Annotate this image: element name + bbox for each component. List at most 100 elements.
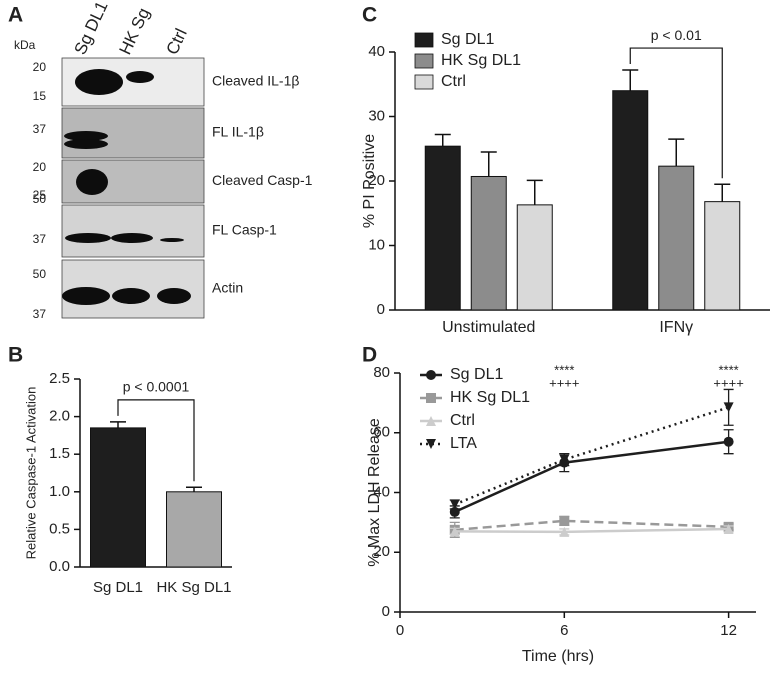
band [157,288,191,304]
point [449,499,460,510]
error-bar [480,151,497,177]
error-bar [110,421,126,428]
line [454,406,729,506]
point [723,436,734,447]
marker-label: 25 [33,188,47,202]
y-tick-label: 0.5 [49,520,70,537]
y-tick-label: 2.5 [49,370,70,387]
y-tick-label: 20 [368,172,385,189]
x-tick-label-box: Sg DL1 [92,579,144,596]
x-tick-label: 0 [396,622,404,639]
y-tick-label: 10 [368,236,385,253]
point [559,515,570,526]
row-label: FL Casp-1 [212,222,277,238]
band [64,131,108,141]
error-bar [622,69,639,91]
y-tick-label: 2.0 [49,408,70,425]
bar [470,175,507,311]
marker-label: 50 [33,192,47,206]
band [126,71,154,83]
marker-label: 37 [33,307,47,321]
legend-label: Sg DL1 [441,31,494,48]
y-tick-label: 1.5 [49,445,70,462]
y-tick-label: 80 [373,364,390,381]
annotation: **** [554,362,574,377]
y-tick-label: 60 [373,424,390,441]
annotation: p < 0.0001 [123,379,190,395]
lane-label: Sg DL1 [70,0,111,58]
y-tick-label: 0.0 [49,558,70,575]
x-tick-label: IFNγ [659,319,693,336]
band [62,287,110,305]
x-tick-label: Unstimulated [442,319,535,336]
y-axis-label: % PI Positive [361,134,378,228]
blot-strip [61,204,205,258]
band [64,139,108,149]
error-bar [526,179,543,205]
error-bar [434,133,451,147]
lane-label: HK Sg [115,5,153,58]
y-tick-label: 20 [373,543,390,560]
x-tick-label: Sg DL1 [92,579,144,596]
x-tick-label: 6 [560,622,568,639]
y-tick-label: 30 [368,107,385,124]
x-tick-label: HK Sg DL1 [156,579,232,596]
x-tick-label: 12 [720,622,737,639]
point [449,526,460,537]
row-label: Cleaved IL-1β [212,73,299,89]
legend-marker [426,393,436,403]
band [112,288,150,304]
y-tick-label: 40 [368,43,385,60]
bar [612,90,649,311]
bar [658,165,695,311]
band [160,238,184,242]
x-axis-label: Time (hrs) [522,648,594,665]
legend-marker [426,370,436,380]
marker-label: 37 [33,122,47,136]
error-bar [668,138,685,167]
annotation: **** [718,362,738,377]
panel-label: D [362,344,377,367]
bracket [117,399,195,482]
unit-label: kDa [14,38,36,52]
error-bar [186,486,202,492]
band [65,233,111,243]
legend-swatch [414,53,434,69]
marker-label: 20 [33,160,47,174]
blot-strip [61,159,205,204]
x-tick-label-box: HK Sg DL1 [156,579,232,596]
bar [90,427,146,568]
line [454,519,729,532]
legend-label: HK Sg DL1 [441,52,521,69]
y-axis-label: Relative Caspase-1 Activation [23,387,38,560]
bracket [629,47,723,179]
marker-label: 37 [33,232,47,246]
legend-label: Ctrl [441,73,466,90]
legend-label: Sg DL1 [450,366,503,383]
bar [516,204,553,311]
y-tick-label: 0 [382,603,390,620]
y-tick-label: 1.0 [49,483,70,500]
legend-swatch [414,32,434,48]
error-bar [714,183,731,202]
legend-label: LTA [450,435,477,452]
annotation: ++++ [713,375,743,390]
y-tick-label: 0 [377,301,385,318]
legend-swatch [414,74,434,90]
band [75,69,123,95]
row-label: FL IL-1β [212,124,264,140]
annotation: p < 0.01 [651,27,702,43]
row-label: Actin [212,280,243,296]
y-tick-label: 40 [373,483,390,500]
bar [704,201,741,311]
band [76,169,108,195]
line [454,440,729,514]
panel-label: A [8,4,23,27]
point [559,526,570,537]
marker-label: 50 [33,267,47,281]
point [723,402,734,413]
legend-marker [426,416,436,426]
annotation: ++++ [549,375,579,390]
bar [424,145,461,311]
legend-label: Ctrl [450,412,475,429]
